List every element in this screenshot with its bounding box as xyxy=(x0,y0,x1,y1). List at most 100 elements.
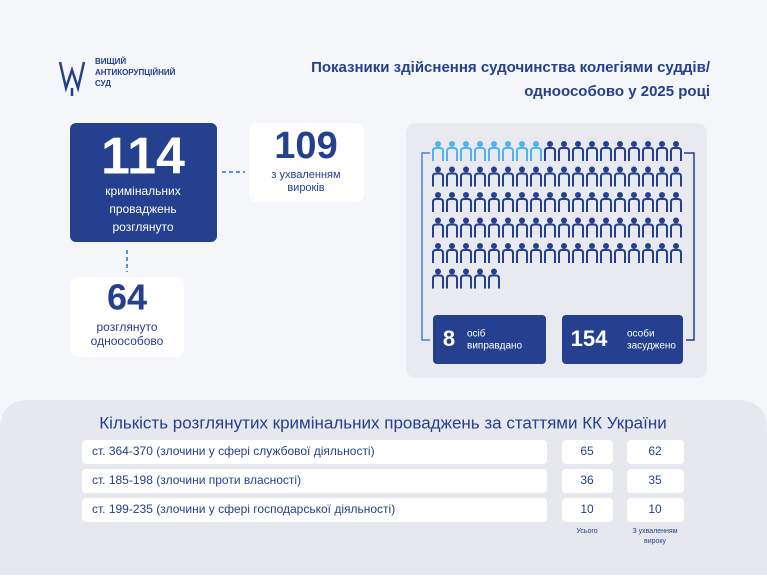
person-icon xyxy=(603,141,609,147)
cell-value: 65 xyxy=(580,444,594,458)
person-icon xyxy=(628,198,640,212)
person-icon xyxy=(547,166,553,173)
person-icon xyxy=(505,192,511,198)
cell-value: 10 xyxy=(648,502,662,516)
person-icon xyxy=(516,198,528,212)
person-icon xyxy=(488,249,500,263)
person-icon xyxy=(463,141,469,147)
person-icon xyxy=(670,172,682,187)
person-icon xyxy=(446,274,458,289)
person-icon xyxy=(645,192,651,198)
person-icon xyxy=(533,217,539,224)
person-icon xyxy=(600,249,612,263)
person-icon xyxy=(474,223,486,238)
person-icon xyxy=(435,166,441,173)
person-icon xyxy=(533,166,539,173)
person-icon xyxy=(656,198,668,212)
person-icon xyxy=(432,147,444,161)
person-icon xyxy=(432,223,444,238)
cell-value: 62 xyxy=(648,444,662,458)
person-icon xyxy=(544,198,556,212)
stat-label: вироків xyxy=(287,182,324,194)
cell-value: 10 xyxy=(580,502,594,516)
person-icon xyxy=(586,198,598,212)
person-icon xyxy=(530,223,542,238)
person-icon xyxy=(488,223,500,238)
table-cell xyxy=(562,469,613,493)
person-icon xyxy=(575,166,581,173)
stat-label: розглянуто xyxy=(97,320,158,334)
person-icon xyxy=(463,166,469,173)
person-icon xyxy=(589,192,595,198)
column-label: вироку xyxy=(644,538,667,545)
title: Показники здійснення судочинства колегія… xyxy=(311,59,711,76)
person-icon xyxy=(558,198,570,212)
person-icon xyxy=(670,223,682,238)
person-icon xyxy=(463,243,469,249)
person-icon xyxy=(561,141,567,147)
person-icon xyxy=(432,198,444,212)
person-icon xyxy=(617,141,623,147)
person-icon xyxy=(477,243,483,249)
person-icon xyxy=(603,166,609,173)
person-icon xyxy=(642,172,654,187)
logo-text: ВИЩИЙ xyxy=(95,57,126,66)
person-icon xyxy=(502,198,514,212)
person-icon xyxy=(645,217,651,224)
table-title: Кількість розглянутих кримінальних прова… xyxy=(99,413,666,432)
table-row xyxy=(82,498,547,522)
person-icon xyxy=(659,243,665,249)
person-icon xyxy=(656,223,668,238)
person-icon xyxy=(631,243,637,249)
cell-value: 35 xyxy=(648,473,662,487)
person-icon xyxy=(488,274,500,289)
person-icon xyxy=(432,274,444,289)
person-icon xyxy=(446,249,458,263)
person-icon xyxy=(460,249,472,263)
person-icon xyxy=(558,147,570,161)
person-icon xyxy=(572,223,584,238)
logo-text: СУД xyxy=(95,79,111,88)
person-icon xyxy=(530,147,542,161)
cell-value: 36 xyxy=(580,473,594,487)
person-icon xyxy=(435,268,441,275)
logo-text: АНТИКОРУПЦІЙНИЙ xyxy=(95,68,176,77)
acquitted-box xyxy=(433,315,546,364)
person-icon xyxy=(586,223,598,238)
person-icon xyxy=(547,217,553,224)
person-icon xyxy=(446,198,458,212)
table-cell xyxy=(627,440,684,464)
person-icon xyxy=(477,141,483,147)
stat-value: 64 xyxy=(107,277,147,318)
person-icon xyxy=(673,166,679,173)
person-icon xyxy=(614,147,626,161)
person-icon xyxy=(617,192,623,198)
person-icon xyxy=(491,166,497,173)
person-icon xyxy=(670,249,682,263)
person-icon xyxy=(432,249,444,263)
person-icon xyxy=(477,268,483,275)
person-icon xyxy=(628,223,640,238)
person-icon xyxy=(586,147,598,161)
person-icon xyxy=(519,243,525,249)
person-icon xyxy=(544,249,556,263)
person-icon xyxy=(617,243,623,249)
person-icon xyxy=(446,147,458,161)
person-icon xyxy=(463,268,469,275)
person-icon xyxy=(561,243,567,249)
stat-label: кримінальних xyxy=(105,184,180,198)
person-icon xyxy=(603,192,609,198)
person-icon xyxy=(519,192,525,198)
person-icon xyxy=(670,198,682,212)
person-icon xyxy=(477,217,483,224)
people-grid xyxy=(432,141,682,289)
table-cell xyxy=(627,498,684,522)
person-icon xyxy=(656,249,668,263)
stat-label: проваджень xyxy=(109,202,176,216)
person-icon xyxy=(642,147,654,161)
person-icon xyxy=(670,147,682,161)
person-icon xyxy=(502,223,514,238)
person-icon xyxy=(603,217,609,224)
person-icon xyxy=(673,141,679,147)
